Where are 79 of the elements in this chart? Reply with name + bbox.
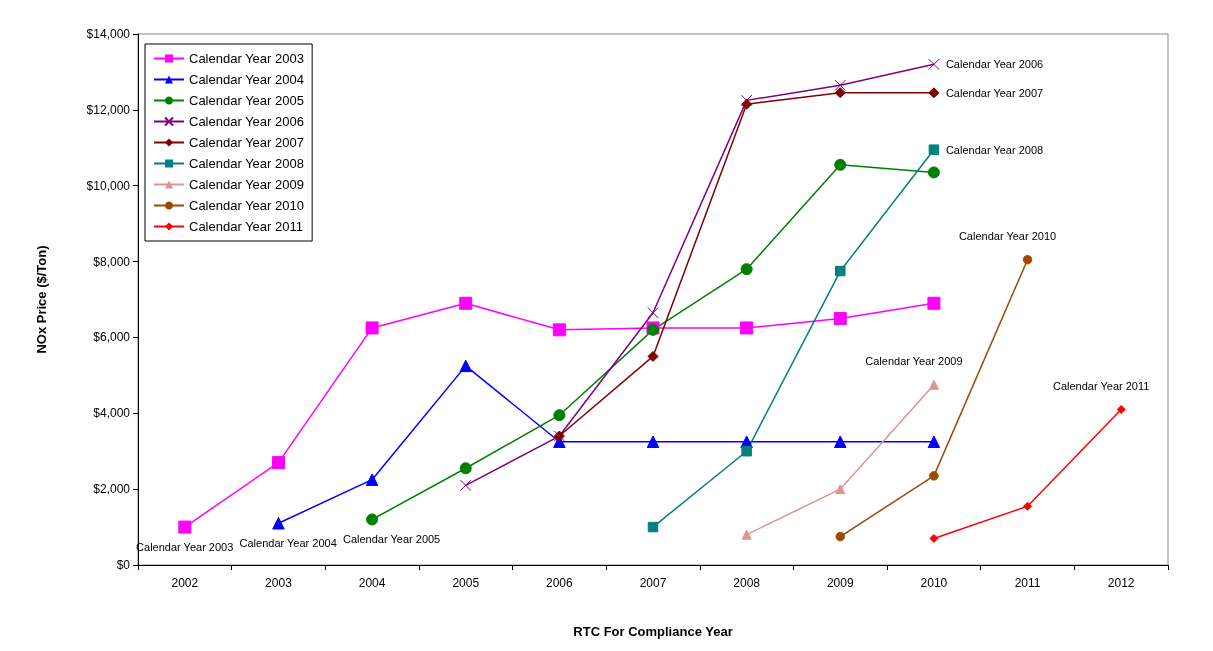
- x-tick-label: 2010: [920, 576, 948, 590]
- point: [741, 529, 752, 540]
- annotation: Calendar Year 2004: [239, 536, 337, 549]
- point: [929, 533, 939, 543]
- x-tick-label: 2003: [265, 576, 293, 590]
- point: [740, 263, 753, 276]
- annotation: Calendar Year 2011: [1052, 379, 1150, 392]
- y-axis-title: NOx Price ($/Ton): [34, 245, 49, 354]
- point: [647, 521, 659, 533]
- point: [835, 484, 846, 495]
- legend-label: Calendar Year 2005: [189, 93, 304, 108]
- point: [1023, 501, 1033, 511]
- annotation: Calendar Year 2009: [865, 355, 963, 368]
- point: [928, 144, 940, 155]
- annotation: Calendar Year 2008: [945, 143, 1044, 156]
- point: [741, 98, 753, 110]
- x-tick-label: 2011: [1014, 576, 1041, 590]
- y-tick-label: $4,000: [93, 406, 131, 421]
- point: [272, 517, 285, 530]
- point: [834, 158, 847, 171]
- point: [928, 87, 940, 99]
- point: [365, 321, 379, 335]
- point: [928, 58, 940, 71]
- x-tick-label: 2005: [452, 576, 480, 590]
- point: [834, 87, 846, 99]
- point: [1022, 254, 1033, 265]
- point: [459, 359, 472, 373]
- point: [1116, 404, 1126, 414]
- y-tick-label: $14,000: [86, 27, 131, 41]
- legend-label: Calendar Year 2007: [189, 135, 304, 150]
- point: [553, 409, 566, 422]
- point: [647, 350, 659, 362]
- point: [927, 296, 941, 310]
- x-axis-title: RTC For Compliance Year: [573, 624, 733, 639]
- legend-label: Calendar Year 2006: [189, 114, 304, 129]
- y-tick-label: $0: [116, 558, 131, 572]
- point: [835, 265, 846, 277]
- point: [929, 471, 939, 481]
- point: [834, 435, 847, 448]
- x-tick-label: 2007: [639, 576, 667, 590]
- point: [928, 379, 939, 390]
- y-tick-label: $10,000: [86, 178, 131, 193]
- point: [459, 479, 472, 492]
- x-tick-label: 2002: [171, 576, 199, 590]
- point: [271, 456, 285, 470]
- point: [459, 462, 472, 475]
- annotation: Calendar Year 2010: [958, 230, 1057, 243]
- x-tick-label: 2004: [358, 576, 386, 590]
- legend-label: Calendar Year 2009: [189, 177, 304, 192]
- y-tick-label: $8,000: [93, 254, 131, 269]
- x-tick-label: 2006: [546, 576, 574, 590]
- y-tick-label: $12,000: [86, 102, 131, 117]
- point: [178, 520, 192, 534]
- point: [365, 473, 379, 486]
- legend-label: Calendar Year 2008: [189, 156, 304, 171]
- y-tick-label: $2,000: [93, 482, 131, 497]
- point: [646, 435, 660, 448]
- point: [741, 445, 752, 457]
- x-tick-label: 2012: [1107, 576, 1135, 590]
- point: [833, 311, 847, 325]
- point: [552, 323, 566, 337]
- point: [927, 166, 940, 179]
- legend-label: Calendar Year 2004: [189, 72, 304, 87]
- annotation: Calendar Year 2006: [945, 58, 1044, 71]
- legend-label: Calendar Year 2003: [189, 51, 304, 66]
- annotation: Calendar Year 2005: [342, 532, 441, 545]
- point: [834, 79, 847, 91]
- point: [647, 307, 659, 319]
- x-tick-label: 2008: [733, 576, 761, 590]
- x-tick-label: 2009: [826, 576, 854, 590]
- legend-label: Calendar Year 2011: [189, 219, 303, 234]
- point: [366, 513, 379, 526]
- annotation: Calendar Year 2007: [945, 86, 1044, 99]
- legend-label: Calendar Year 2010: [189, 198, 304, 213]
- point: [835, 531, 846, 542]
- point: [459, 296, 473, 310]
- y-tick-label: $6,000: [93, 330, 131, 345]
- point: [927, 435, 941, 448]
- point: [740, 321, 754, 335]
